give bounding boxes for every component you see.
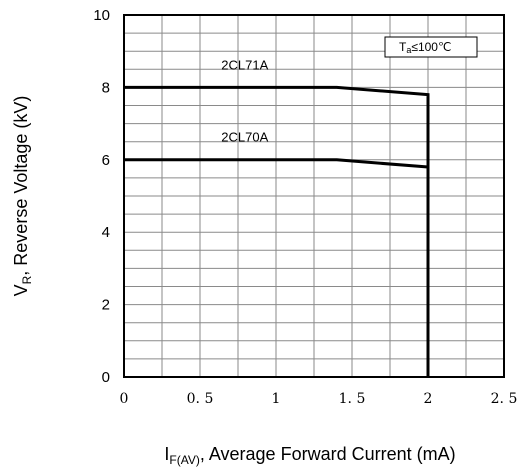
y-tick-label: 6: [102, 152, 110, 169]
annotation-text-sub: a: [406, 45, 411, 55]
y-axis-title-rest: , Reverse Voltage (kV): [11, 96, 31, 276]
x-axis-title-sub: F(AV): [169, 453, 199, 467]
series-label-2cl70a: 2CL70A: [221, 130, 268, 145]
annotation-box: [384, 36, 478, 58]
grid-lines: [124, 15, 504, 377]
series-line-2cl71a: [124, 85, 430, 377]
annotation-text: Ta≤100℃: [399, 40, 451, 55]
annotation-text-rest: ≤100℃: [411, 40, 451, 54]
x-tick-label: 1. 5: [339, 391, 366, 407]
x-tick-label: 1: [272, 391, 281, 407]
series-line-2cl70a: [124, 158, 429, 169]
series-label-2cl71a: 2CL71A: [221, 57, 268, 72]
x-tick-label: 2. 5: [491, 391, 518, 407]
x-tick-label: 2: [424, 391, 433, 407]
y-axis-title-sub: R: [20, 275, 34, 284]
y-tick-label: 10: [93, 7, 110, 24]
y-tick-label: 4: [102, 224, 110, 241]
series-layer: [124, 85, 430, 377]
y-axis-title: VR, Reverse Voltage (kV): [11, 96, 34, 297]
y-tick-label: 0: [102, 369, 110, 386]
y-tick-labels: 0 2 4 6 8 10: [93, 7, 110, 386]
x-tick-label: 0: [120, 391, 129, 407]
x-tick-label: 0. 5: [187, 391, 214, 407]
plot-area-frame: [123, 14, 505, 378]
annotation-text-main: T: [399, 40, 407, 54]
x-axis-title-main: I: [164, 444, 169, 464]
x-axis-title-rest: , Average Forward Current (mA): [200, 444, 456, 464]
y-axis-title-main: V: [11, 284, 31, 296]
y-tick-label: 8: [102, 79, 110, 96]
y-tick-label: 2: [102, 297, 110, 314]
x-axis-title: IF(AV), Average Forward Current (mA): [164, 444, 455, 467]
x-tick-labels: 0 0. 5 1 1. 5 2 2. 5: [120, 391, 518, 407]
